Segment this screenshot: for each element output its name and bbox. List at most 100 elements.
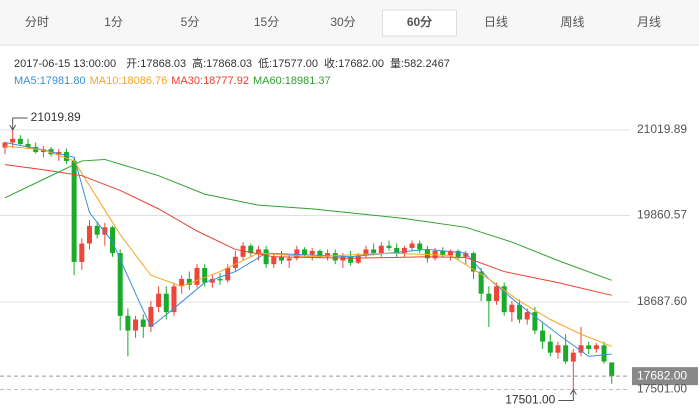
tab[interactable]: 30分 [330,15,355,29]
candle-body [232,256,238,268]
tab[interactable]: 月线 [637,15,661,29]
tab[interactable]: 1分 [104,15,123,29]
candle-body [332,253,338,261]
candle-body [524,312,530,320]
candle-body [494,286,500,302]
ma-label: MA30: [171,75,203,87]
candle-body [424,249,430,259]
ma-value: 18981.37 [285,75,331,87]
field-value: 17868.03 [140,58,186,70]
candle-body [455,250,461,257]
y-tick-label: 21019.89 [637,122,687,136]
candle-body [110,227,116,254]
candle-body [371,249,377,254]
ma-label: MA10: [90,75,122,87]
candle-body [125,315,131,331]
tab[interactable]: 周线 [560,15,584,29]
candle-body [17,138,23,144]
candle-body [317,250,323,257]
candle-body [278,256,284,261]
low-arrow [558,388,577,401]
candle-body [71,160,77,262]
y-tick-label: 19860.57 [637,208,687,222]
candle-body [440,250,446,256]
field-label: 低: [258,57,272,70]
candle-body [217,278,223,281]
candle-body [547,341,553,353]
candle-body [63,152,69,161]
candle-body [302,249,308,255]
low-annotation: 17501.00 [505,393,555,407]
ma-legend: MA5:17981.80 MA10:18086.76 MA30:18777.92 MA… [14,75,331,87]
candle-body [2,142,8,148]
candle-body [486,293,492,302]
candle-body [25,143,31,147]
ma-line [4,145,612,347]
candle-body [586,345,592,349]
tab[interactable]: 60分 [407,14,432,29]
tab[interactable]: 分时 [25,15,49,29]
candle-body [179,278,185,287]
candle-body [386,245,392,248]
candle-body [148,306,154,327]
candle-body [563,345,569,362]
ma-value: 17981.80 [40,75,86,87]
field-label: 开: [126,58,140,70]
candle-body [294,249,300,259]
candle-body [209,278,215,283]
candle-body [117,253,123,316]
tab[interactable]: 日线 [484,15,508,29]
candle-body [94,225,100,235]
candle-body [570,352,576,362]
candle-body [394,247,400,254]
candle-body [102,227,108,235]
current-price-label: 17682.00 [637,368,687,382]
candle-body [140,319,146,327]
candle-body [363,249,369,256]
candle-body [593,345,599,349]
field-label: 高: [192,56,206,70]
chart: 21019.8919860.5718687.6017682.0017501.00… [0,110,698,407]
candle-body [271,256,277,265]
candle-body [501,286,507,313]
candle-body [248,245,254,254]
candle-body [478,271,484,294]
tabs: 分时 1分 5分 15分 30分 60分 日线 周线 月线 [25,9,661,37]
field-value: 582.2467 [404,58,450,70]
candle-body [555,345,561,353]
ma-value: 18086.76 [121,75,167,87]
candle-body [348,256,354,263]
candle-body [609,362,615,377]
candle-body [517,304,523,320]
info-fields: 开:17868.03 高:17868.03 低:17577.00 收:17682.00… [126,56,450,70]
ma-value: 18777.92 [203,75,249,87]
ma-label: MA5: [14,75,40,87]
field-value: 17868.03 [206,58,252,70]
candle-body [540,330,546,342]
active-tab-bg [382,9,457,37]
candle-body [255,249,261,254]
candle-body [263,249,269,265]
candle-body [286,258,292,261]
candle-body [340,256,346,261]
candle-body [156,293,162,307]
tab[interactable]: 5分 [181,15,200,29]
field-label: 收: [324,56,338,70]
ma-label: MA60: [253,75,285,87]
field-label: 量: [390,57,404,70]
ma-line [4,142,612,357]
candle-body [355,255,361,263]
high-arrow [9,117,28,131]
tab-bar [0,0,699,45]
tab[interactable]: 15分 [254,15,279,29]
ma-line [4,158,612,281]
candle-body [194,267,200,285]
field-value: 17682.00 [338,58,384,70]
field-value: 17577.00 [272,58,318,70]
candle-body [409,243,415,248]
candle-body [202,267,208,283]
candle-body [532,312,538,331]
candle-body [186,278,192,285]
candle-body [578,345,584,353]
